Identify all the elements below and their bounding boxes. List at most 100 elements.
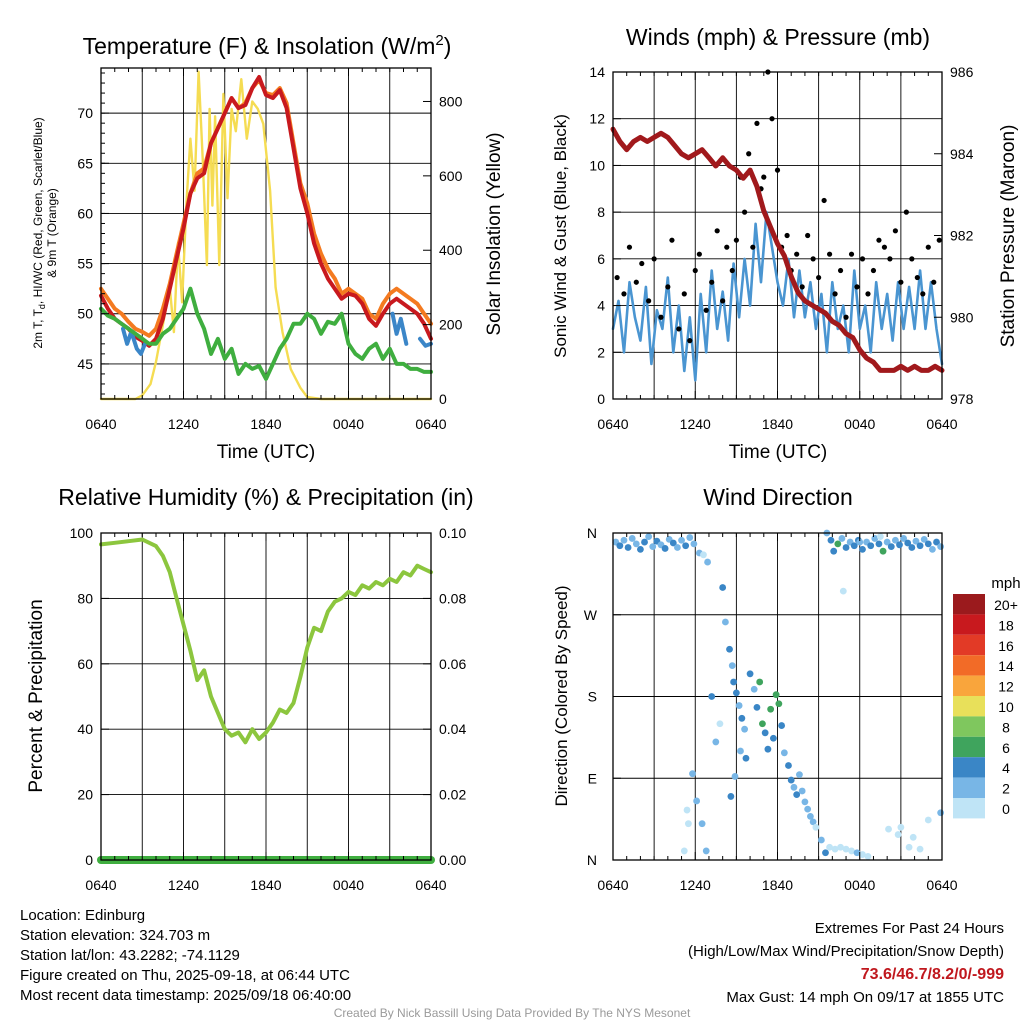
- y2-tick-label: 980: [950, 309, 974, 325]
- direction-point: [693, 797, 701, 805]
- direction-point: [796, 771, 803, 779]
- direction-point: [683, 806, 691, 814]
- wind-direction-points: [612, 529, 945, 860]
- gust-point: [805, 232, 811, 239]
- y-tick-label: 6: [597, 251, 605, 267]
- direction-point: [750, 685, 758, 693]
- x-tick-label: 0040: [333, 877, 364, 893]
- x-tick-label: 0040: [333, 416, 364, 432]
- direction-point: [772, 691, 780, 699]
- direction-point: [916, 542, 924, 550]
- humidity-panel: Relative Humidity (%) & Precipitation (i…: [26, 484, 474, 893]
- extremes-values: 73.6/46.7/8.2/0/-999: [860, 966, 1004, 983]
- legend-label: 16: [998, 638, 1014, 654]
- direction-point: [680, 847, 688, 855]
- legend-label: 0: [1002, 801, 1010, 817]
- direction-point: [867, 542, 875, 550]
- direction-point: [732, 689, 740, 697]
- direction-point: [839, 587, 847, 595]
- x-tick-label: 0640: [926, 877, 957, 893]
- x-tick-label: 1240: [168, 416, 199, 432]
- legend-swatch: [953, 798, 985, 819]
- direction-point: [924, 540, 932, 548]
- y2-tick-label: 0.02: [439, 787, 466, 803]
- insolation-y-label: Solar Insolation (Yellow): [484, 132, 505, 335]
- direction-y-ticks: N E S W N: [584, 525, 621, 868]
- temperature-title: Temperature (F) & Insolation (W/m2): [83, 32, 452, 59]
- legend-title: mph: [991, 575, 1020, 592]
- direction-point: [637, 545, 644, 553]
- gust-point: [914, 274, 920, 281]
- legend-label: 20+: [994, 597, 1018, 613]
- gust-point: [633, 279, 639, 285]
- extremes-title: Extremes For Past 24 Hours: [814, 920, 1004, 937]
- direction-point: [848, 847, 855, 855]
- x-tick-label: 1840: [250, 877, 281, 893]
- direction-point: [704, 558, 711, 566]
- direction-point: [834, 540, 842, 548]
- winds-x-label: Time (UTC): [729, 442, 828, 463]
- legend-label: 2: [1002, 781, 1010, 797]
- direction-point: [738, 714, 746, 722]
- direction-point: [628, 535, 636, 542]
- gust-point: [876, 237, 882, 243]
- direction-tick-label: N: [587, 525, 597, 541]
- legend-swatch: [953, 716, 985, 737]
- direction-point: [807, 813, 814, 820]
- direction-point: [761, 729, 769, 737]
- x-tick-label: 1240: [680, 877, 711, 893]
- direction-tick-label: W: [584, 607, 598, 623]
- direction-point: [904, 539, 912, 547]
- gust-point: [865, 291, 871, 297]
- gust-point: [925, 244, 931, 250]
- gust-point: [754, 120, 760, 126]
- wind-y-label: Sonic Wind & Gust (Blue, Black): [551, 114, 570, 358]
- direction-point: [722, 618, 729, 626]
- direction-point: [891, 536, 899, 544]
- direction-point: [817, 836, 825, 844]
- extremes-block: Extremes For Past 24 Hours (High/Low/Max…: [688, 917, 1004, 1009]
- gust-point: [651, 256, 657, 262]
- legend-swatch: [953, 696, 985, 717]
- direction-tick-label: E: [588, 770, 597, 786]
- direction-point: [842, 544, 850, 551]
- direction-point: [826, 843, 833, 851]
- direction-point: [876, 533, 884, 541]
- direction-point: [894, 831, 902, 838]
- gust-point: [774, 167, 781, 173]
- direction-point: [682, 542, 690, 550]
- y2-tick-label: 984: [950, 146, 974, 162]
- y-tick-label: 12: [589, 111, 605, 127]
- y-tick-label: 60: [77, 205, 93, 221]
- direction-point: [785, 762, 792, 769]
- direction-point: [641, 538, 648, 546]
- direction-point: [698, 820, 706, 828]
- direction-point: [678, 536, 685, 544]
- legend-swatch: [953, 777, 985, 798]
- y2-tick-label: 986: [950, 64, 974, 80]
- y2-tick-label: 978: [950, 391, 974, 407]
- wind-direction-grid: [613, 533, 942, 860]
- rh-series-line: [99, 537, 433, 745]
- gust-point: [621, 291, 627, 297]
- direction-point: [897, 823, 905, 831]
- y2-tick-label: 400: [439, 242, 463, 258]
- latlon-text: Station lat/lon: 43.2282; -74.1129: [20, 947, 240, 964]
- direction-point: [690, 540, 698, 548]
- direction-point: [937, 543, 945, 551]
- y2-tick-label: 0.04: [439, 721, 466, 737]
- y-tick-label: 10: [589, 157, 605, 173]
- direction-point: [887, 543, 895, 551]
- x-tick-label: 0640: [85, 416, 116, 432]
- temp2m-series-line: [99, 75, 433, 348]
- temperature-series: [99, 70, 433, 401]
- direction-point: [793, 791, 801, 798]
- direction-point: [780, 749, 788, 757]
- direction-point: [929, 545, 936, 553]
- direction-point: [809, 818, 817, 826]
- gust-point: [799, 284, 805, 290]
- humidity-y-label: Percent & Precipitation: [26, 599, 47, 792]
- temperature-y-label: 2m T, Td, HI/WC (Red, Green, Scarlet/Blu…: [31, 117, 47, 348]
- direction-point: [801, 798, 809, 806]
